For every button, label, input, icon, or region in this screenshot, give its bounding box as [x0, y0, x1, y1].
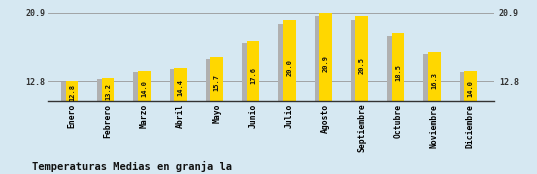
- Text: 14.0: 14.0: [468, 80, 474, 97]
- Bar: [174, 68, 187, 101]
- Bar: [102, 78, 114, 101]
- Bar: [319, 13, 332, 101]
- Text: 13.2: 13.2: [105, 83, 111, 100]
- Bar: [278, 24, 289, 101]
- Bar: [391, 33, 404, 101]
- Bar: [170, 69, 180, 101]
- Bar: [206, 59, 217, 101]
- Bar: [134, 72, 144, 101]
- Bar: [66, 81, 78, 101]
- Bar: [97, 79, 108, 101]
- Text: 16.3: 16.3: [431, 72, 437, 89]
- Bar: [246, 41, 259, 101]
- Bar: [423, 54, 434, 101]
- Bar: [355, 16, 368, 101]
- Text: Temperaturas Medias en granja la: Temperaturas Medias en granja la: [32, 161, 232, 172]
- Text: 15.7: 15.7: [214, 74, 220, 91]
- Bar: [242, 43, 253, 101]
- Text: 20.9: 20.9: [323, 56, 329, 72]
- Bar: [351, 20, 362, 101]
- Text: 20.0: 20.0: [286, 59, 292, 76]
- Text: 14.4: 14.4: [178, 78, 184, 96]
- Bar: [387, 36, 398, 101]
- Text: 17.6: 17.6: [250, 67, 256, 84]
- Bar: [315, 16, 325, 101]
- Text: 20.5: 20.5: [359, 57, 365, 74]
- Bar: [283, 21, 296, 101]
- Text: 14.0: 14.0: [141, 80, 147, 97]
- Text: 18.5: 18.5: [395, 64, 401, 81]
- Bar: [428, 52, 440, 101]
- Bar: [61, 82, 72, 101]
- Bar: [464, 71, 477, 101]
- Bar: [211, 57, 223, 101]
- Text: 12.8: 12.8: [69, 84, 75, 101]
- Bar: [460, 72, 470, 101]
- Bar: [138, 71, 151, 101]
